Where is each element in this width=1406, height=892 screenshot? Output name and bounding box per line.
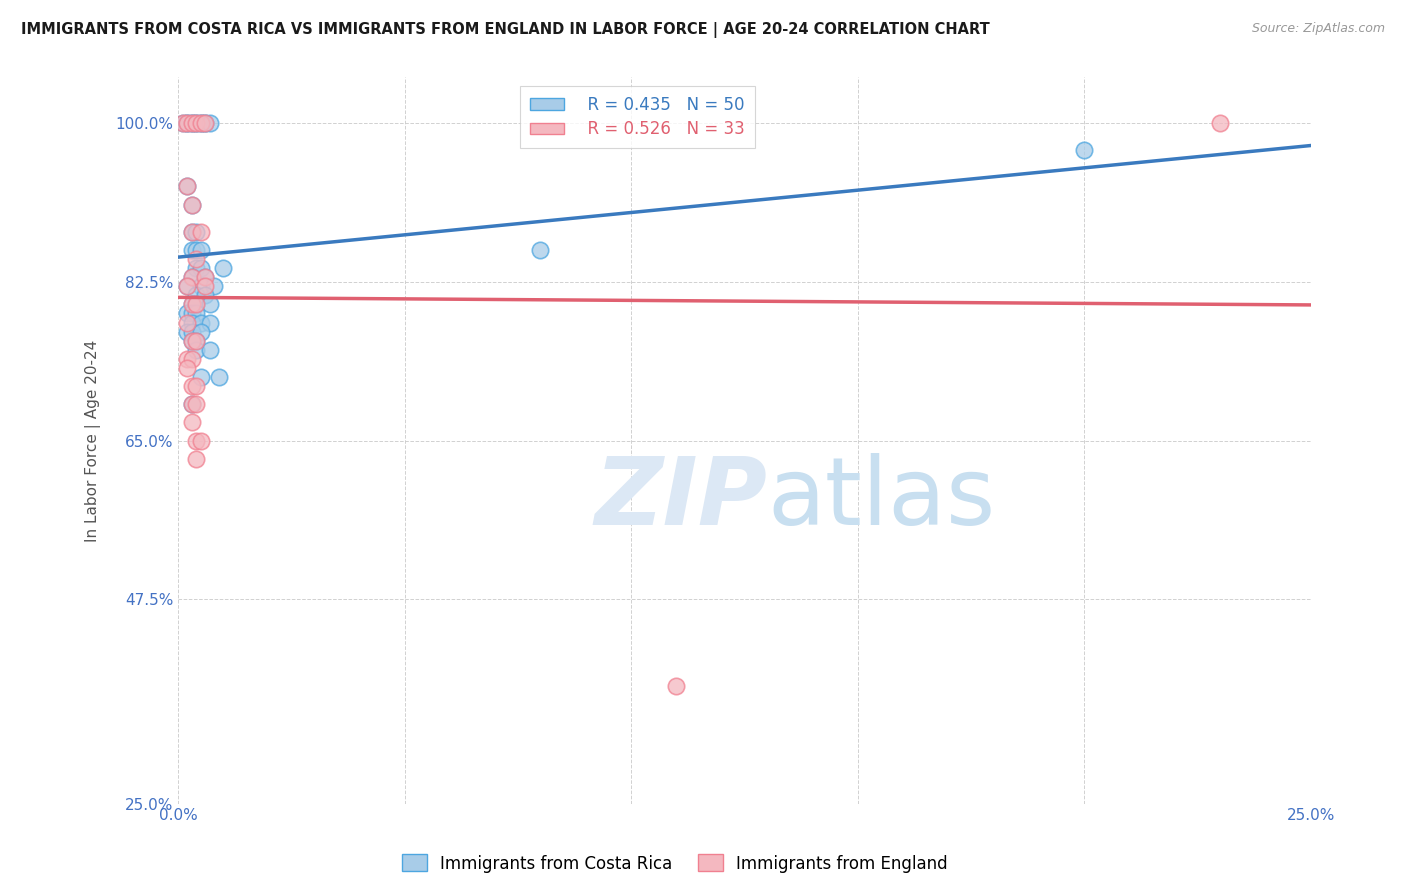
Point	[1073, 143, 1095, 157]
Point	[1209, 116, 1232, 130]
Point	[186, 116, 208, 130]
Point	[186, 297, 208, 311]
Point	[194, 116, 217, 130]
Point	[194, 116, 217, 130]
Point	[180, 379, 202, 393]
Point	[202, 279, 225, 293]
Point	[176, 116, 198, 130]
Point	[176, 351, 198, 366]
Point	[186, 116, 208, 130]
Point	[172, 116, 194, 130]
Point	[190, 261, 212, 276]
Point	[180, 116, 202, 130]
Point	[194, 116, 217, 130]
Point	[176, 316, 198, 330]
Point	[176, 279, 198, 293]
Point	[186, 334, 208, 348]
Point	[190, 116, 212, 130]
Point	[186, 306, 208, 320]
Point	[180, 397, 202, 411]
Point	[180, 243, 202, 257]
Legend: Immigrants from Costa Rica, Immigrants from England: Immigrants from Costa Rica, Immigrants f…	[395, 847, 955, 880]
Point	[176, 279, 198, 293]
Point	[180, 351, 202, 366]
Point	[186, 252, 208, 266]
Point	[190, 316, 212, 330]
Point	[176, 116, 198, 130]
Point	[194, 288, 217, 302]
Point	[190, 116, 212, 130]
Point	[172, 116, 194, 130]
Point	[190, 279, 212, 293]
Point	[208, 370, 231, 384]
Point	[665, 679, 688, 693]
Point	[186, 434, 208, 448]
Point	[176, 325, 198, 339]
Point	[180, 225, 202, 239]
Text: Source: ZipAtlas.com: Source: ZipAtlas.com	[1251, 22, 1385, 36]
Point	[190, 434, 212, 448]
Point	[186, 451, 208, 466]
Point	[180, 297, 202, 311]
Text: IMMIGRANTS FROM COSTA RICA VS IMMIGRANTS FROM ENGLAND IN LABOR FORCE | AGE 20-24: IMMIGRANTS FROM COSTA RICA VS IMMIGRANTS…	[21, 22, 990, 38]
Point	[186, 225, 208, 239]
Point	[186, 297, 208, 311]
Point	[198, 116, 221, 130]
Point	[176, 179, 198, 194]
Point	[180, 197, 202, 211]
Text: ZIP: ZIP	[595, 452, 766, 545]
Point	[190, 370, 212, 384]
Point	[186, 261, 208, 276]
Point	[190, 116, 212, 130]
Point	[194, 270, 217, 285]
Point	[198, 297, 221, 311]
Point	[180, 416, 202, 430]
Point	[180, 270, 202, 285]
Point	[186, 379, 208, 393]
Point	[180, 270, 202, 285]
Point	[194, 279, 217, 293]
Point	[180, 225, 202, 239]
Point	[186, 397, 208, 411]
Point	[186, 334, 208, 348]
Point	[212, 261, 235, 276]
Point	[180, 306, 202, 320]
Point	[186, 288, 208, 302]
Point	[529, 243, 551, 257]
Point	[186, 343, 208, 357]
Y-axis label: In Labor Force | Age 20-24: In Labor Force | Age 20-24	[86, 339, 101, 541]
Point	[190, 225, 212, 239]
Point	[190, 243, 212, 257]
Point	[194, 270, 217, 285]
Point	[198, 343, 221, 357]
Point	[190, 325, 212, 339]
Point	[180, 397, 202, 411]
Point	[176, 306, 198, 320]
Point	[180, 325, 202, 339]
Point	[176, 116, 198, 130]
Text: atlas: atlas	[766, 452, 995, 545]
Point	[180, 316, 202, 330]
Point	[180, 334, 202, 348]
Point	[186, 243, 208, 257]
Legend:   R = 0.435   N = 50,   R = 0.526   N = 33: R = 0.435 N = 50, R = 0.526 N = 33	[520, 86, 755, 148]
Point	[176, 179, 198, 194]
Point	[186, 116, 208, 130]
Point	[180, 116, 202, 130]
Point	[180, 197, 202, 211]
Point	[198, 316, 221, 330]
Point	[180, 116, 202, 130]
Point	[176, 360, 198, 375]
Point	[180, 334, 202, 348]
Point	[180, 297, 202, 311]
